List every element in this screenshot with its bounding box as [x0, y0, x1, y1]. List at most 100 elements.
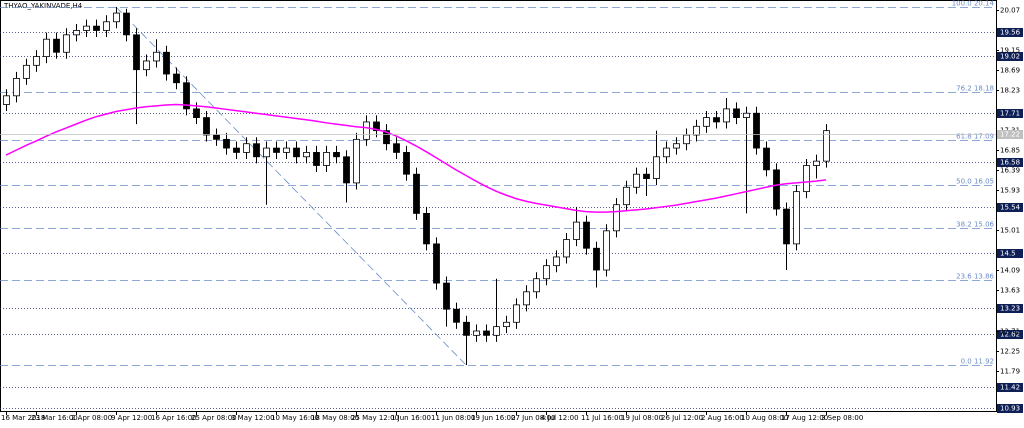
- y-tick-label: 18.23: [1000, 87, 1020, 95]
- candle-body: [163, 51, 170, 75]
- candle-body: [203, 117, 210, 136]
- x-tick-label: 9 Apr 12:00: [111, 414, 152, 422]
- candle-body: [463, 321, 470, 336]
- candle-body: [273, 147, 280, 153]
- candle-body: [813, 160, 820, 166]
- candle-body: [663, 147, 670, 158]
- candle-body: [363, 121, 370, 140]
- candle-body: [573, 221, 580, 240]
- candle-body: [33, 56, 40, 66]
- x-tick-label: 10 Aug 08:00: [741, 414, 788, 422]
- y-tick-label: 15.01: [1000, 227, 1020, 235]
- candle-body: [303, 152, 310, 158]
- candle-body: [613, 204, 620, 232]
- x-tick-label: 25 May 12:00: [351, 414, 399, 422]
- price-box-label: 15.54: [1000, 204, 1021, 212]
- candle-body: [173, 73, 180, 84]
- x-tick-label: 18 May 08:00: [311, 414, 359, 422]
- y-tick-label: 12.25: [1000, 348, 1020, 356]
- x-tick-label: 19 Jun 16:00: [471, 414, 515, 422]
- candle-body: [143, 60, 150, 71]
- price-box: [997, 203, 1023, 212]
- x-tick-label: 1 Jun 16:00: [391, 414, 431, 422]
- candle-body: [553, 256, 560, 267]
- candle-body: [153, 51, 160, 62]
- price-box: [997, 109, 1023, 118]
- x-tick-label: 2 Aug 16:00: [701, 414, 744, 422]
- fib-label: 38.2 15.06: [956, 221, 994, 229]
- candle-body: [403, 152, 410, 175]
- candle-body: [643, 173, 650, 179]
- x-tick-label: 16 Mar 2018: [1, 414, 45, 422]
- x-tick-label: 26 Jul 12:00: [661, 414, 703, 422]
- candle-body: [413, 173, 420, 214]
- candle-body: [53, 38, 60, 53]
- price-box: [997, 383, 1023, 392]
- candle-body: [113, 12, 120, 23]
- candle-body: [453, 308, 460, 323]
- y-tick-label: 16.39: [1000, 167, 1020, 175]
- candle-body: [513, 304, 520, 323]
- price-box: [997, 28, 1023, 37]
- candle-body: [373, 121, 380, 132]
- candle-body: [423, 213, 430, 245]
- candle-body: [493, 326, 500, 336]
- moving-average: [5, 103, 827, 213]
- candle-body: [383, 130, 390, 145]
- candle-body: [533, 278, 540, 293]
- candle-body: [683, 134, 690, 145]
- price-box: [997, 158, 1023, 167]
- candle-body: [263, 147, 270, 158]
- x-tick-label: 27 Jun 08:00: [511, 414, 555, 422]
- price-box-label: 12.62: [1000, 331, 1020, 339]
- price-box-label: 17.71: [1000, 110, 1020, 118]
- candle-body: [123, 12, 130, 36]
- x-tick-label: 3 May 12:00: [231, 414, 275, 422]
- candle-body: [3, 95, 10, 105]
- y-tick-label: 12.71: [1000, 328, 1020, 336]
- candle-body: [103, 21, 110, 31]
- candle-body: [93, 25, 100, 31]
- x-tick-label: 10 May 16:00: [271, 414, 319, 422]
- candle-body: [773, 169, 780, 210]
- candle-body: [283, 147, 290, 153]
- candle-body: [313, 152, 320, 166]
- candle-body: [633, 173, 640, 188]
- x-tick-label: 11 Jul 16:00: [581, 414, 623, 422]
- candle-body: [213, 134, 220, 140]
- y-tick-label: 15.93: [1000, 187, 1020, 195]
- candle-body: [23, 64, 30, 79]
- current-price-label: 17.22: [1000, 131, 1020, 139]
- candle-body: [823, 130, 830, 162]
- candle-body: [583, 221, 590, 249]
- y-tick-label: 18.69: [1000, 67, 1020, 75]
- fib-label: 100.0 20.14: [952, 0, 995, 8]
- candle-body: [353, 138, 360, 184]
- y-tick-label: 19.15: [1000, 47, 1020, 55]
- x-tick-label: 19 Jul 08:00: [621, 414, 663, 422]
- fib-label: 61.8 17.09: [956, 133, 994, 141]
- price-box-label: 19.56: [1000, 29, 1021, 37]
- y-tick-label: 16.85: [1000, 147, 1020, 155]
- candle-body: [563, 239, 570, 258]
- price-box-label: 16.58: [1000, 159, 1020, 167]
- price-box-label: 10.93: [1000, 405, 1020, 413]
- candle-body: [693, 125, 700, 136]
- fib-label: 50.0 16.05: [956, 178, 994, 186]
- candle-body: [293, 147, 300, 158]
- fib-label: 0.0 11.92: [961, 358, 994, 366]
- candle-body: [83, 25, 90, 31]
- fib-label: 23.6 13.86: [956, 273, 994, 281]
- candle-body: [243, 143, 250, 153]
- candle-body: [753, 112, 760, 149]
- candle-body: [323, 152, 330, 166]
- candle-body: [713, 117, 720, 123]
- price-box: [997, 330, 1023, 339]
- candle-body: [333, 152, 340, 158]
- candle-body: [253, 143, 260, 158]
- candle-body: [653, 156, 660, 179]
- x-tick-label: 11 Jun 08:00: [431, 414, 475, 422]
- y-tick-label: 11.79: [1000, 368, 1020, 376]
- price-box-label: 19.02: [1000, 53, 1020, 61]
